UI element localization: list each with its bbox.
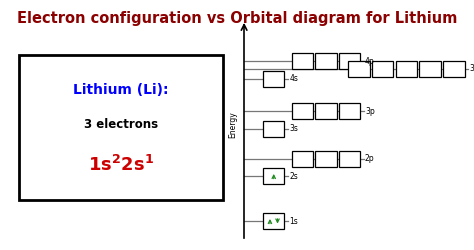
Bar [292,53,313,69]
Bar [19,55,223,200]
Text: 3 electrons: 3 electrons [84,118,158,131]
Bar [396,60,417,77]
Text: Electron configuration vs Orbital diagram for Lithium: Electron configuration vs Orbital diagra… [17,11,457,26]
Bar [443,60,465,77]
Bar [419,60,441,77]
Bar [372,60,393,77]
Bar [292,150,313,167]
Text: 4s: 4s [289,74,298,83]
Bar [348,60,370,77]
Text: 3d: 3d [469,64,474,73]
Text: Lithium (Li):: Lithium (Li): [73,83,169,97]
Text: 2p: 2p [365,154,374,163]
Text: 3p: 3p [365,107,375,116]
Text: 3s: 3s [289,124,298,133]
Text: $\mathbf{1s^{2}2s^{1}}$: $\mathbf{1s^{2}2s^{1}}$ [88,155,154,175]
Bar [263,213,284,230]
Bar [292,103,313,120]
Bar [263,168,284,184]
Bar [339,53,360,69]
Text: 2s: 2s [289,172,298,181]
Text: Energy: Energy [228,112,237,138]
Bar [315,53,337,69]
Text: 4p: 4p [365,57,375,66]
Bar [263,121,284,137]
Bar [263,70,284,87]
Bar [315,150,337,167]
Bar [339,150,360,167]
Text: 1s: 1s [289,217,298,226]
Bar [315,103,337,120]
Bar [339,103,360,120]
